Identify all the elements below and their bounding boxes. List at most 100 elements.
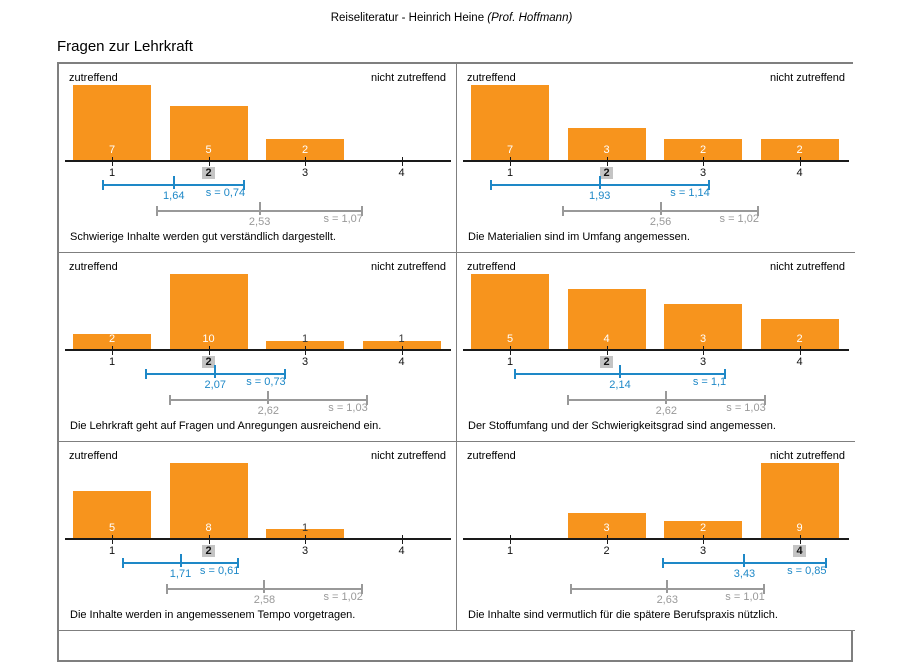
scale-label-right: nicht zutreffend [769, 72, 845, 84]
bar-count-label: 8 [205, 522, 212, 534]
comparison-measure-right-cap [360, 584, 363, 594]
axis-tick-label: 4 [398, 167, 405, 179]
mean-measure-right-cap [724, 369, 727, 379]
axis-tick-label: 3 [301, 356, 309, 368]
axis-tick-label: 1 [506, 356, 514, 368]
comparison-measure-mean-value: 2,56 [649, 216, 672, 228]
axis-tick: 2 [194, 356, 224, 368]
comparison-measure-left-cap [566, 395, 569, 405]
bar-count-label: 7 [108, 144, 116, 156]
report-title-course: Reiseliteratur - Heinrich Heine [330, 12, 488, 24]
mean-measure-right-cap [707, 180, 710, 190]
survey-question-panel: zutreffend nicht zutreffend Die Inhalte … [59, 442, 457, 631]
axis-tick: 3 [290, 545, 320, 557]
comparison-measure-left-cap [156, 206, 159, 216]
mean-measure-mean-value: 1,93 [589, 190, 611, 202]
axis-tick: 3 [688, 545, 718, 557]
mean-measure-mean-tick [179, 554, 182, 567]
report-title-professor: (Prof. Hoffmann) [487, 12, 573, 24]
mean-measure-left-cap [144, 369, 147, 379]
mean-measure-sd-value: s = 1,14 [670, 187, 710, 199]
comparison-measure-right-cap [360, 206, 363, 216]
comparison-measure-left-cap [562, 206, 565, 216]
axis-tick-label: 4 [796, 167, 803, 179]
x-axis [463, 160, 849, 162]
mean-measure-mean-value: 3,43 [733, 568, 756, 580]
median-tick-label: 2 [600, 167, 613, 179]
histogram-bar [760, 463, 839, 538]
bar-count-label: 10 [202, 333, 215, 345]
axis-tick-mark [510, 535, 511, 544]
survey-question-panel: zutreffend nicht zutreffend Der Stoffumf… [457, 253, 855, 442]
survey-question-panel: zutreffend nicht zutreffend Die Lehrkraf… [59, 253, 457, 442]
histogram-bar [760, 319, 839, 349]
axis-tick: 3 [688, 356, 718, 368]
axis-tick-mark [112, 157, 113, 166]
mean-measure-mean-value: 2,07 [204, 379, 226, 391]
mean-measure-right-cap [237, 558, 240, 568]
x-axis [463, 349, 849, 351]
bar-count-label: 9 [796, 522, 803, 534]
comparison-measure-mean-value: 2,62 [257, 405, 280, 417]
comparison-measure-mean-tick [267, 391, 270, 404]
mean-measure-right-cap [243, 180, 246, 190]
comparison-measure-sd-value: s = 1,03 [726, 402, 766, 414]
axis-tick-mark [703, 346, 704, 355]
scale-label-left: zutreffend [467, 72, 516, 84]
comparison-measure-right-cap [756, 206, 759, 216]
comparison-measure-right-cap [365, 395, 368, 405]
axis-tick-mark [305, 157, 306, 166]
axis-tick: 1 [97, 356, 127, 368]
histogram-bar [73, 85, 151, 160]
axis-tick-mark [799, 346, 801, 355]
mean-measure-sd-value: s = 0,74 [205, 187, 246, 199]
histogram-bar [567, 513, 646, 538]
mean-measure-sd-value: s = 0,73 [246, 376, 286, 388]
axis-tick: 1 [97, 545, 127, 557]
mean-measure-mean-tick [619, 365, 621, 378]
bar-count-label: 2 [699, 144, 707, 156]
axis-tick-mark [510, 346, 511, 355]
x-axis [65, 160, 451, 162]
comparison-measure-left-cap [168, 395, 171, 405]
axis-tick-label: 3 [699, 356, 707, 368]
scale-label-left: zutreffend [69, 261, 118, 273]
question-text: Die Inhalte werden in angemessenem Tempo… [70, 609, 356, 621]
comparison-measure-mean-value: 2,58 [253, 594, 276, 606]
axis-tick: 4 [387, 356, 417, 368]
survey-question-panel: zutreffend nicht zutreffend Die Inhalte … [457, 442, 855, 631]
axis-tick: 1 [495, 545, 525, 557]
comparison-measure-left-cap [569, 584, 572, 594]
comparison-measure-mean-value: 2,62 [655, 405, 678, 417]
median-tick-label: 2 [202, 356, 215, 368]
bar-count-label: 2 [699, 522, 707, 534]
axis-tick-label: 1 [108, 356, 116, 368]
axis-tick-label: 3 [699, 545, 707, 557]
axis-tick: 3 [688, 167, 718, 179]
axis-tick-label: 1 [108, 167, 116, 179]
bar-count-label: 4 [603, 333, 610, 345]
question-text: Der Stoffumfang und der Schwierigkeitsgr… [468, 420, 776, 432]
comparison-measure-mean-tick [665, 391, 668, 404]
section-heading: Fragen zur Lehrkraft [57, 38, 193, 55]
axis-tick-mark [510, 157, 511, 166]
axis-tick-label: 1 [506, 167, 514, 179]
axis-tick: 2 [592, 545, 622, 557]
comparison-measure-left-cap [166, 584, 169, 594]
axis-tick: 4 [387, 545, 417, 557]
mean-measure-mean-value: 2,14 [609, 379, 631, 391]
bar-count-label: 7 [506, 144, 514, 156]
axis-tick-mark [305, 535, 306, 544]
comparison-measure-mean-tick [659, 202, 662, 215]
comparison-measure-mean-tick [263, 580, 266, 593]
survey-question-panel: zutreffend nicht zutreffend Schwierige I… [59, 64, 457, 253]
axis-tick-mark [703, 535, 704, 544]
axis-tick-label: 1 [108, 545, 116, 557]
question-panels-grid: zutreffend nicht zutreffend Schwierige I… [57, 62, 855, 662]
comparison-measure-sd-value: s = 1,07 [323, 213, 363, 225]
mean-measure-left-cap [662, 558, 665, 568]
comparison-measure-mean-tick [666, 580, 669, 593]
bar-count-label: 5 [108, 522, 116, 534]
axis-tick-label: 2 [603, 545, 610, 557]
scale-label-right: nicht zutreffend [769, 261, 845, 273]
